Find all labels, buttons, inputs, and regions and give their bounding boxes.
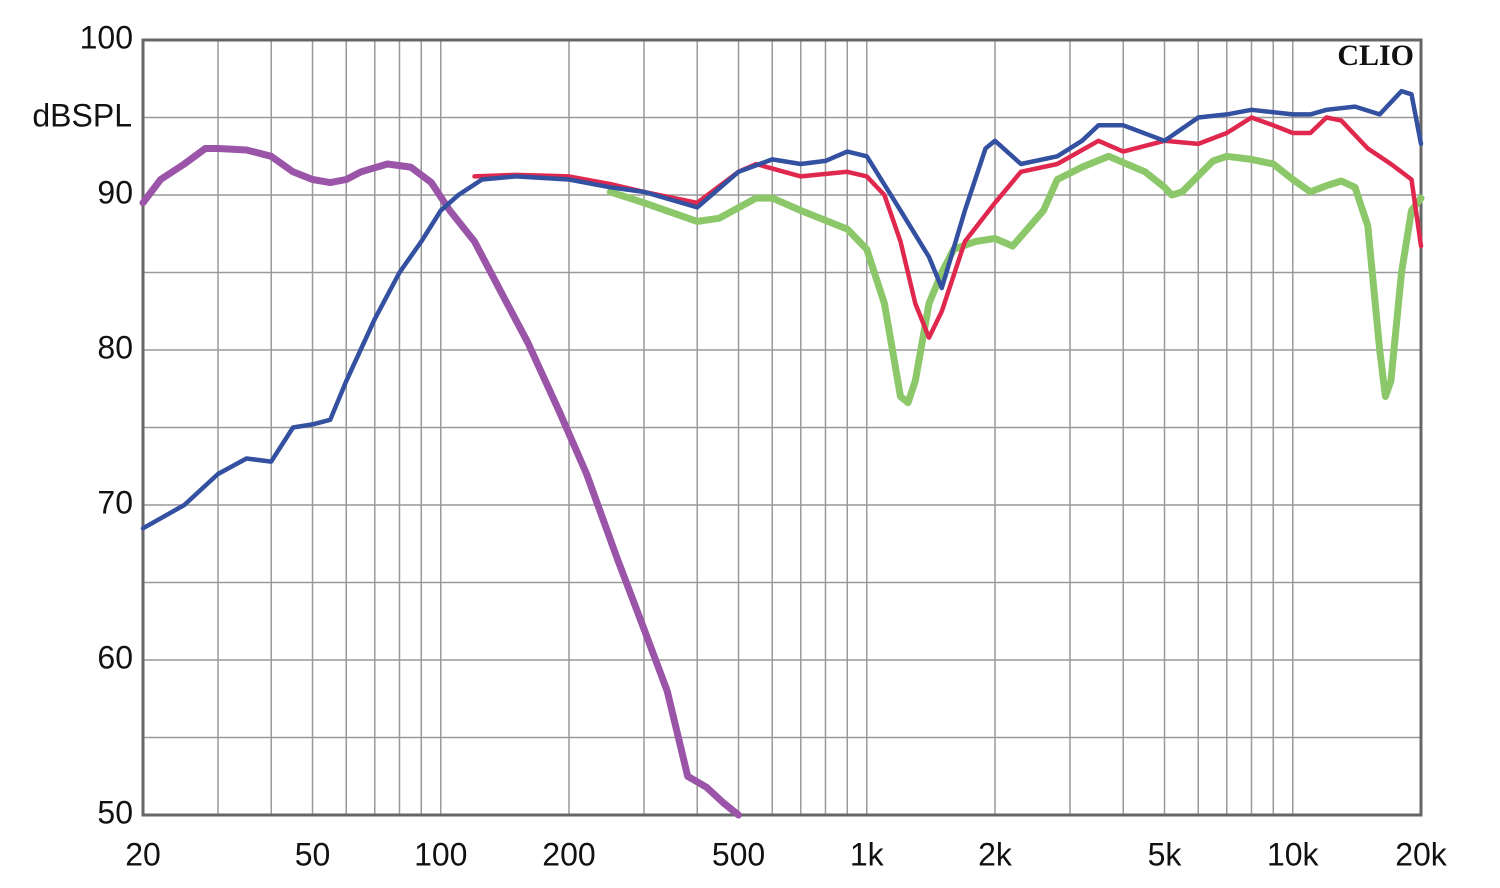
x-tick-label: 200 [542, 836, 595, 872]
x-tick-label: 5k [1148, 836, 1183, 872]
x-tick-label: 10k [1267, 836, 1320, 872]
x-tick-label: 2k [978, 836, 1013, 872]
y-tick-label: 50 [97, 794, 133, 830]
y-axis-label: dBSPL [32, 97, 132, 133]
x-tick-label: 100 [414, 836, 467, 872]
series-line [472, 115, 1424, 340]
y-tick-label: 90 [97, 174, 133, 210]
series-line [606, 152, 1425, 407]
plot-frame [141, 38, 1423, 817]
x-tick-label: 1k [850, 836, 885, 872]
annotation: CLIO [1337, 39, 1414, 72]
x-tick-label: 50 [295, 836, 331, 872]
x-tick-label: 500 [712, 836, 765, 872]
series-line [140, 88, 1424, 531]
series-line [139, 145, 742, 819]
x-tick-label: 20 [125, 836, 161, 872]
y-tick-label: 80 [97, 329, 133, 365]
y-tick-label: 100 [80, 19, 133, 55]
x-tick-label: 20k [1395, 836, 1448, 872]
y-tick-label: 60 [97, 639, 133, 675]
y-tick-label: 70 [97, 484, 133, 520]
